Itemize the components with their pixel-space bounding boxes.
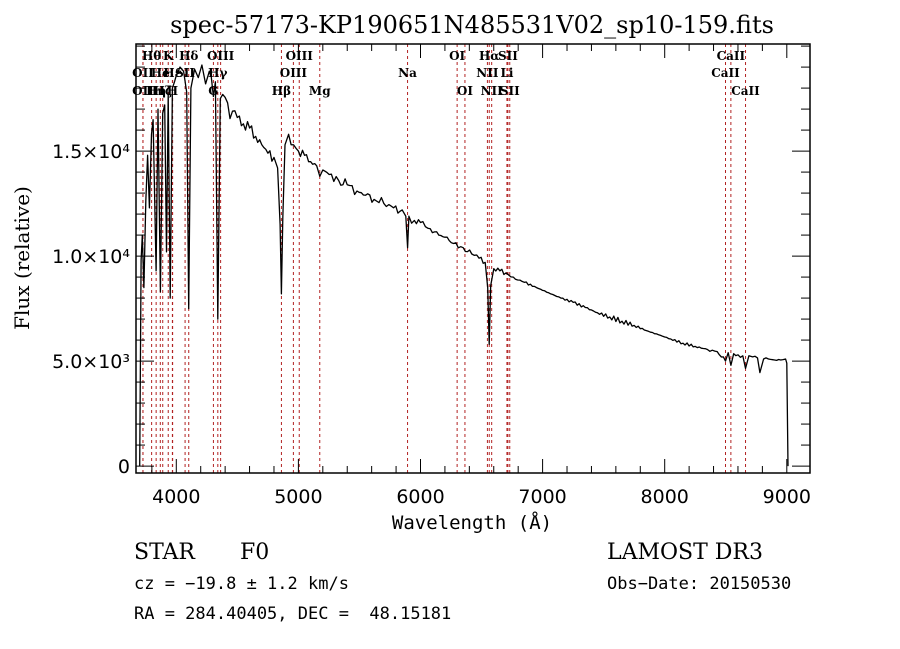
spectrum-series-line xyxy=(139,64,789,467)
x-tick-label: 9000 xyxy=(763,486,811,508)
line-marker-label: Hβ xyxy=(272,84,291,98)
line-marker-label: SII xyxy=(500,84,520,98)
coordinates-readout: RA = 284.40405, DEC = 48.15181 xyxy=(134,604,452,624)
x-axis-ticks: 4000 5000 6000 7000 8000 9000 xyxy=(151,44,811,508)
line-marker-label: CaII xyxy=(731,84,760,98)
y-axis-label: Flux (relative) xyxy=(10,186,34,330)
line-marker-label: SII xyxy=(498,49,518,63)
line-marker-label: NII xyxy=(476,66,499,80)
line-marker-label: SII xyxy=(175,66,195,80)
survey-name: LAMOST DR3 xyxy=(607,540,763,565)
y-axis-ticks: 0 5.0×10³ 1.0×10⁴ 1.5×10⁴ xyxy=(52,45,810,478)
x-tick-label: 5000 xyxy=(274,486,322,508)
line-marker-label: NII xyxy=(481,84,504,98)
line-marker-label: Hη xyxy=(146,84,166,98)
y-tick-label: 1.0×10⁴ xyxy=(52,246,130,268)
chart-title: spec-57173-KP190651N485531V02_sp10-159.f… xyxy=(170,11,774,39)
line-marker-label: Mg xyxy=(309,84,331,98)
observation-date: Obs−Date: 20150530 xyxy=(607,574,792,594)
line-marker-label: OIII xyxy=(286,49,314,63)
redshift-readout: cz = −19.8 ± 1.2 km/s xyxy=(134,574,349,594)
line-marker-label: Li xyxy=(500,66,513,80)
line-marker-label: OII xyxy=(132,66,154,80)
line-marker-label: CaII xyxy=(717,49,746,63)
line-marker-label: K xyxy=(163,49,174,63)
line-marker-label: Hγ xyxy=(208,66,227,80)
line-marker-label: Hδ xyxy=(179,49,198,63)
object-class: STAR xyxy=(134,540,195,565)
line-marker-label: OIII xyxy=(280,66,308,80)
x-tick-label: 7000 xyxy=(518,486,566,508)
line-marker-label: Hε xyxy=(163,66,182,80)
x-axis-label: Wavelength (Å) xyxy=(392,511,552,534)
line-marker-label: He xyxy=(151,66,170,80)
line-marker-label: OII xyxy=(132,84,154,98)
y-tick-label: 0 xyxy=(118,456,130,478)
y-tick-label: 1.5×10⁴ xyxy=(52,141,130,163)
plot-frame xyxy=(135,43,811,474)
line-marker-label: Hζ xyxy=(154,84,172,98)
y-tick-label: 5.0×10³ xyxy=(52,351,130,373)
line-marker-label: OI xyxy=(449,49,465,63)
x-tick-label: 4000 xyxy=(152,486,200,508)
line-marker-label: CaII xyxy=(711,66,740,80)
spectral-subclass: F0 xyxy=(240,540,270,565)
line-marker-label: Na xyxy=(398,66,417,80)
line-markers xyxy=(142,44,747,473)
line-marker-label: OIII xyxy=(207,49,235,63)
line-marker-label: Hα xyxy=(479,49,500,63)
x-tick-label: 6000 xyxy=(396,486,444,508)
line-marker-label: OI xyxy=(457,84,473,98)
line-marker-labels: OIIOIIHθHηHeHζKHHεSIIHδGHγOIIIHβOIIIOIII… xyxy=(132,49,760,98)
x-tick-label: 8000 xyxy=(641,486,689,508)
line-marker-label: Hθ xyxy=(142,49,161,63)
